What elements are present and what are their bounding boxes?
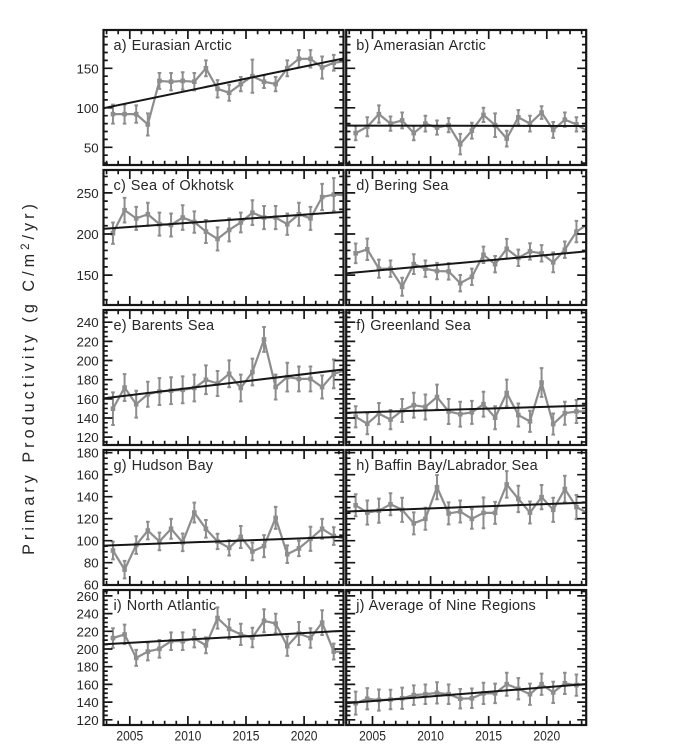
svg-text:200: 200 (77, 227, 99, 242)
svg-text:140: 140 (77, 411, 99, 426)
svg-text:2020: 2020 (291, 729, 318, 744)
svg-text:120: 120 (77, 512, 99, 527)
svg-text:160: 160 (77, 468, 99, 483)
svg-text:a) Eurasian Arctic: a) Eurasian Arctic (114, 38, 232, 54)
svg-text:180: 180 (77, 446, 99, 461)
svg-text:180: 180 (77, 660, 99, 675)
svg-text:60: 60 (84, 578, 99, 593)
svg-text:2005: 2005 (116, 729, 143, 744)
svg-text:250: 250 (77, 186, 99, 201)
svg-text:2015: 2015 (475, 729, 502, 744)
svg-text:150: 150 (77, 61, 99, 76)
svg-text:260: 260 (77, 589, 99, 604)
svg-text:2010: 2010 (417, 729, 444, 744)
svg-text:200: 200 (77, 642, 99, 657)
svg-text:80: 80 (84, 556, 99, 571)
svg-text:b) Amerasian Arctic: b) Amerasian Arctic (356, 38, 486, 54)
svg-text:160: 160 (77, 677, 99, 692)
svg-text:j) Average of Nine Regions: j) Average of Nine Regions (355, 598, 536, 614)
svg-text:i) North Atlantic: i) North Atlantic (114, 598, 217, 614)
svg-text:100: 100 (77, 534, 99, 549)
svg-text:c) Sea of Okhotsk: c) Sea of Okhotsk (114, 178, 235, 194)
svg-text:160: 160 (77, 392, 99, 407)
svg-text:g) Hudson Bay: g) Hudson Bay (114, 458, 214, 474)
svg-text:2020: 2020 (533, 729, 560, 744)
svg-text:f) Greenland Sea: f) Greenland Sea (356, 318, 472, 334)
svg-text:140: 140 (77, 695, 99, 710)
svg-text:e) Barents Sea: e) Barents Sea (114, 318, 215, 334)
svg-text:220: 220 (77, 334, 99, 349)
svg-text:d) Bering Sea: d) Bering Sea (356, 178, 449, 194)
svg-text:180: 180 (77, 373, 99, 388)
svg-text:2010: 2010 (175, 729, 202, 744)
svg-text:2015: 2015 (233, 729, 260, 744)
svg-text:120: 120 (77, 430, 99, 445)
svg-text:100: 100 (77, 101, 99, 116)
svg-text:Primary Productivity (g C/m2/y: Primary Productivity (g C/m2/yr) (20, 200, 38, 555)
svg-text:2005: 2005 (359, 729, 386, 744)
svg-text:h) Baffin Bay/Labrador Sea: h) Baffin Bay/Labrador Sea (356, 458, 538, 474)
svg-text:240: 240 (77, 315, 99, 330)
svg-text:150: 150 (77, 268, 99, 283)
svg-text:220: 220 (77, 624, 99, 639)
svg-text:50: 50 (84, 140, 99, 155)
svg-text:120: 120 (77, 713, 99, 728)
svg-text:140: 140 (77, 490, 99, 505)
svg-text:200: 200 (77, 354, 99, 369)
svg-text:240: 240 (77, 607, 99, 622)
